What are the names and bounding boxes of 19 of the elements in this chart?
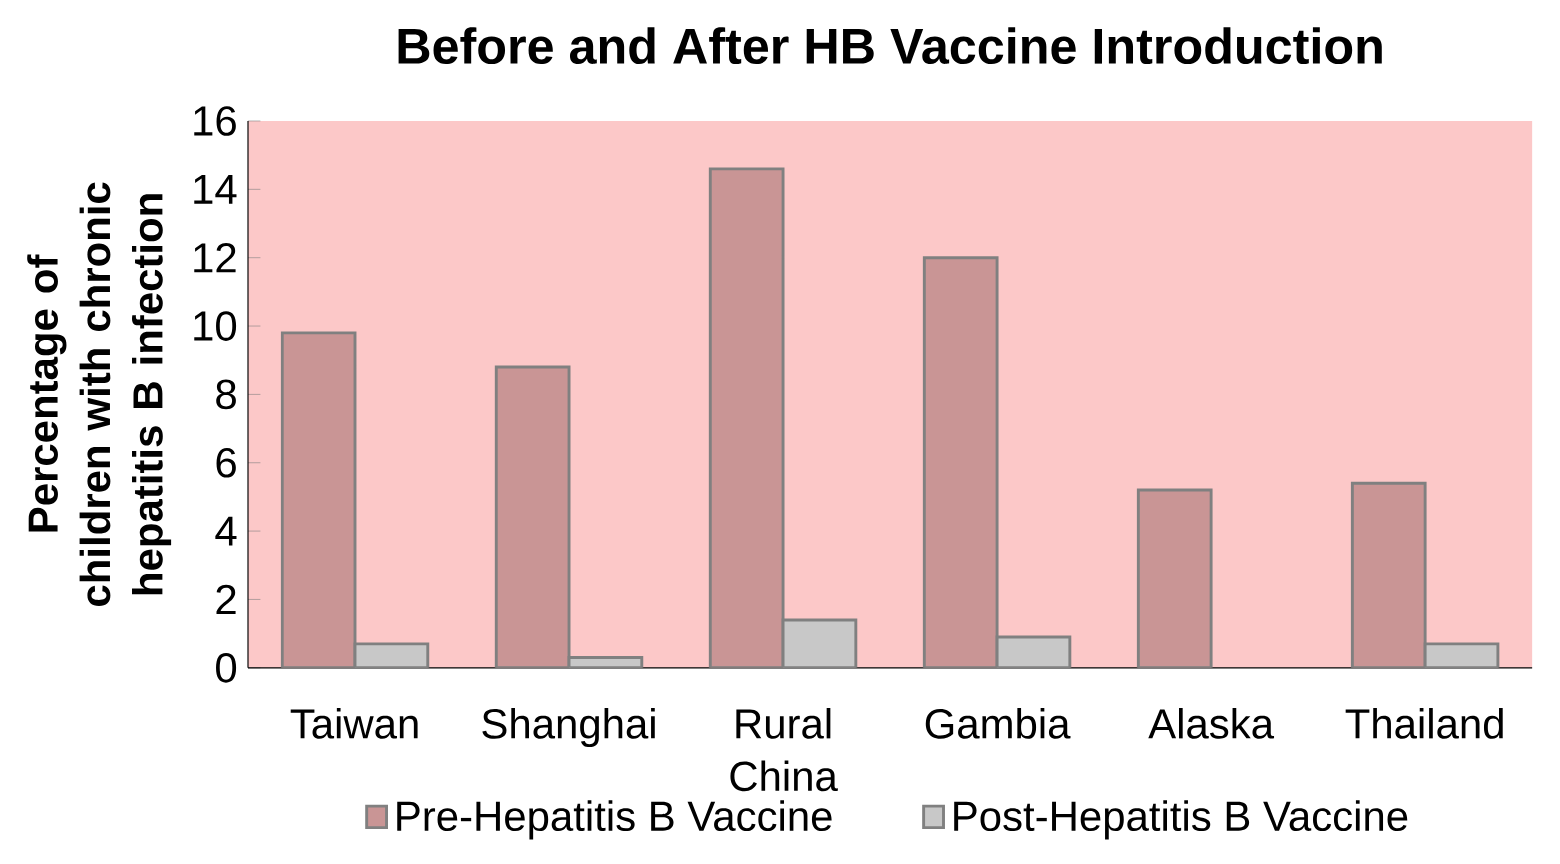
y-tick-label: 6: [216, 447, 236, 478]
y-tick-label: 16: [194, 106, 236, 136]
y-tick-label: 12: [194, 242, 236, 273]
x-tick-label: Shanghai: [482, 707, 655, 747]
y-axis-title: Percentage of children with chronic hepatitis B infection: [27, 182, 172, 606]
x-tick-label: Taiwan: [290, 707, 418, 739]
y-tick-label: 14: [194, 174, 237, 204]
y-tick-label: 2: [216, 584, 236, 614]
legend-label: Post-Hepatitis B Vaccine: [954, 800, 1408, 840]
y-tick-label: 0: [216, 652, 237, 683]
y-tick-label: 4: [215, 516, 237, 546]
y-tick-label: 10: [194, 311, 237, 341]
x-tick-label: Thailand: [1345, 707, 1503, 739]
x-tick-label: Alaska: [1148, 707, 1275, 739]
chart-title: Before and After HB Vaccine Introduction: [398, 27, 1382, 65]
y-tick-label: 8: [216, 379, 236, 410]
x-tick-label: Rural China: [730, 707, 838, 792]
x-tick-label: Gambia: [925, 707, 1071, 739]
legend-label: Pre-Hepatitis B Vaccine: [397, 800, 832, 840]
